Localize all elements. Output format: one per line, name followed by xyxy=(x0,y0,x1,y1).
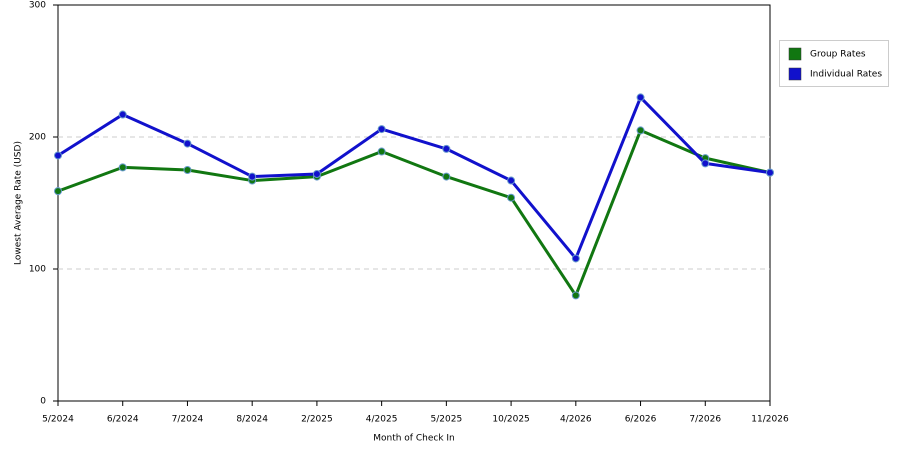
x-tick-label: 8/2024 xyxy=(236,415,268,425)
data-point xyxy=(248,172,257,181)
x-tick-label: 7/2024 xyxy=(172,415,204,425)
data-point xyxy=(507,176,516,185)
y-tick-label: 100 xyxy=(29,265,46,275)
data-point xyxy=(636,126,645,135)
data-point xyxy=(766,168,774,177)
plot-frame xyxy=(57,4,771,402)
legend-label: Individual Rates xyxy=(810,70,882,80)
data-point xyxy=(118,163,127,172)
legend-swatch xyxy=(788,67,802,81)
data-point xyxy=(442,144,451,153)
data-point xyxy=(54,187,62,196)
y-tick-label: 300 xyxy=(29,1,46,11)
x-tick-label: 5/2025 xyxy=(431,415,463,425)
data-point xyxy=(377,125,386,134)
data-point xyxy=(571,254,580,263)
x-axis-label: Month of Check In xyxy=(373,434,455,444)
x-tick-label: 5/2024 xyxy=(42,415,74,425)
y-axis-label: Lowest Average Rate (USD) xyxy=(14,141,24,265)
data-point xyxy=(507,193,516,202)
legend-label: Group Rates xyxy=(810,50,866,60)
x-tick-label: 6/2024 xyxy=(107,415,139,425)
x-tick-label: 7/2026 xyxy=(689,415,721,425)
data-point xyxy=(118,110,127,119)
data-point xyxy=(54,151,62,160)
y-tick-label: 0 xyxy=(40,397,46,407)
x-tick-label: 4/2025 xyxy=(366,415,398,425)
x-tick-label: 11/2026 xyxy=(751,415,789,425)
data-point xyxy=(442,172,451,181)
data-point xyxy=(701,159,710,168)
x-tick-label: 10/2025 xyxy=(492,415,529,425)
data-point xyxy=(183,166,192,174)
series-line xyxy=(57,95,771,260)
x-tick-label: 2/2025 xyxy=(301,415,333,425)
x-tick-label: 6/2026 xyxy=(625,415,657,425)
legend-swatch xyxy=(788,47,802,61)
y-tick-label: 200 xyxy=(29,133,46,143)
series-line xyxy=(57,128,771,297)
x-tick-label: 4/2026 xyxy=(560,415,592,425)
data-point xyxy=(636,93,645,102)
data-point xyxy=(571,291,580,300)
data-point xyxy=(377,147,386,156)
data-point xyxy=(312,169,321,178)
data-point xyxy=(183,139,192,148)
